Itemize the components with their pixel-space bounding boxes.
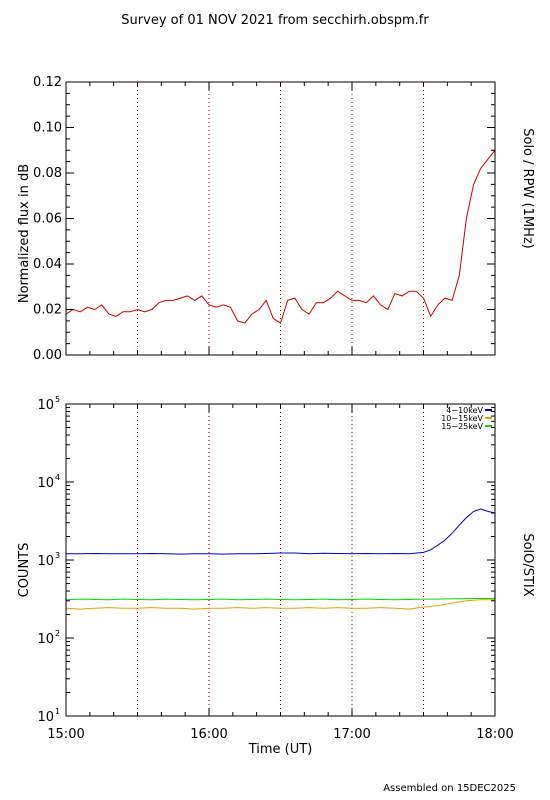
stix-series-line-0 (66, 508, 496, 555)
rpw-ytick-label-1: 0.02 (33, 303, 62, 318)
stix-ytick-exponent-3: 4 (55, 473, 60, 482)
stix-x-axis-label: Time (UT) (248, 742, 313, 757)
rpw-instrument-label: Solo / RPW (1MHz) (520, 128, 535, 249)
stix-plot-frame (65, 403, 496, 717)
rpw-time-markers (137, 82, 424, 355)
rpw-ytick-label-5: 0.10 (33, 121, 62, 136)
rpw-series-line-0 (65, 149, 496, 324)
rpw-y-axis-label: Normalized flux in dB (17, 164, 32, 303)
rpw-ytick-label-0: 0.00 (33, 348, 62, 363)
stix-xtick-label-2: 17:00 (333, 727, 370, 742)
stix-xtick-label-3: 18:00 (476, 727, 513, 742)
rpw-ytick-label-2: 0.04 (33, 257, 62, 272)
figure-title: Survey of 01 NOV 2021 from secchirh.obsp… (121, 13, 429, 28)
stix-ytick-exponent-2: 3 (55, 551, 60, 560)
rpw-ytick-label-6: 0.12 (33, 75, 62, 90)
stix-ytick-label-0: 10 (37, 710, 54, 725)
legend-label-1: 10−15keV (441, 414, 483, 423)
rpw-y-axis-ticks: 0.00 0.02 0.04 0.06 0.08 0.10 0.12 (33, 75, 495, 363)
legend-label-2: 15−25keV (441, 422, 483, 431)
rpw-ytick-label-3: 0.06 (33, 212, 62, 227)
stix-y-axis-label: COUNTS (17, 543, 32, 598)
stix-series-line-2 (65, 597, 496, 601)
stix-xtick-label-1: 16:00 (190, 727, 227, 742)
legend-label-0: 4−10keV (446, 406, 483, 415)
stix-ytick-exponent-4: 5 (55, 395, 60, 404)
stix-ytick-exponent-0: 1 (55, 707, 60, 716)
stix-ytick-label-2: 10 (37, 554, 54, 569)
stix-counts-series (65, 508, 496, 610)
rpw-flux-series (65, 149, 496, 324)
stix-instrument-label: SolO/STIX (520, 533, 535, 596)
stix-ytick-label-3: 10 (37, 476, 54, 491)
stix-time-markers (137, 404, 424, 716)
stix-ytick-label-1: 10 (37, 632, 54, 647)
stix-xtick-label-0: 15:00 (47, 727, 84, 742)
stix-ytick-exponent-1: 2 (55, 629, 60, 638)
rpw-plot-frame (65, 81, 496, 356)
rpw-flux-panel: 0.00 0.02 0.04 0.06 0.08 0.10 0.12 Normalized … (17, 75, 535, 363)
assembled-date: Assembled on 15DEC2025 (383, 783, 516, 794)
stix-x-axis-ticks: 15:00 16:00 17:00 18:00 (47, 404, 514, 742)
rpw-ytick-label-4: 0.08 (33, 166, 62, 181)
stix-series-line-1 (65, 599, 495, 610)
stix-ytick-label-4: 10 (37, 398, 54, 413)
